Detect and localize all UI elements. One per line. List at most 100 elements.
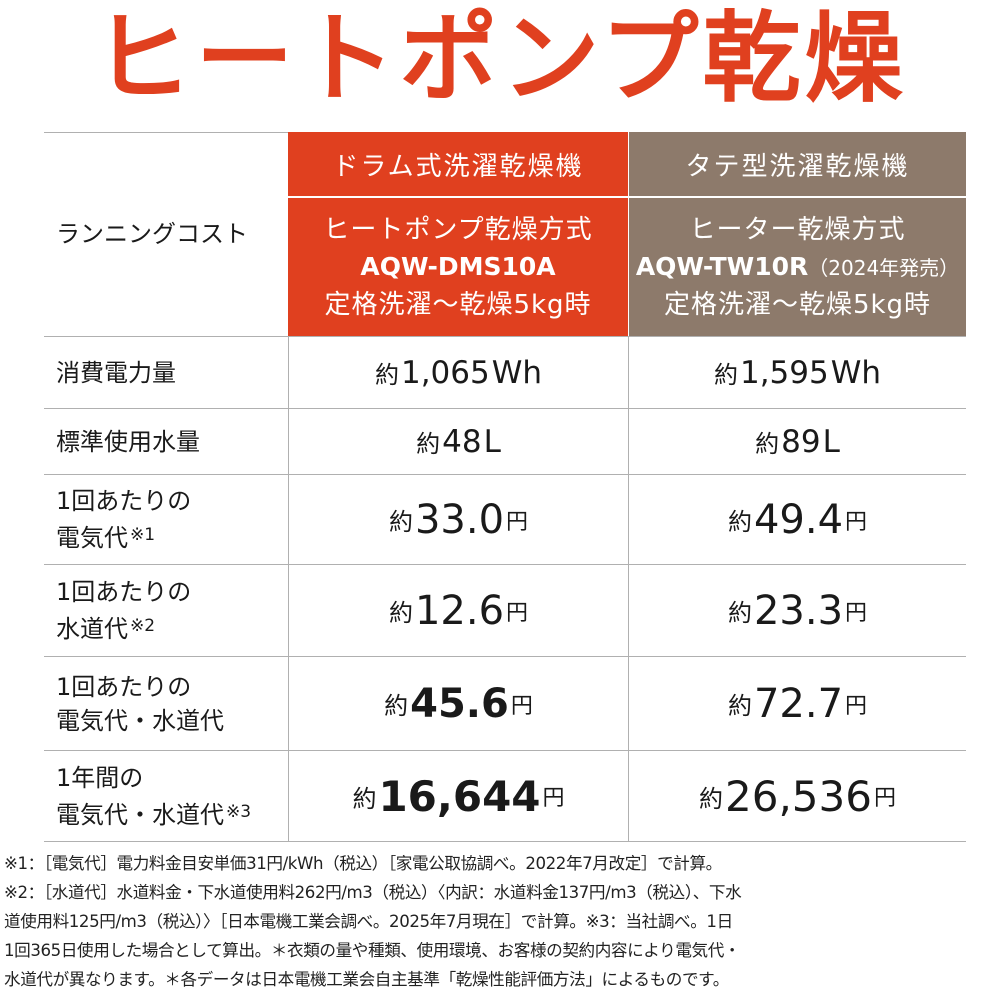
row-divider	[44, 656, 966, 657]
value-prefix: 約	[384, 692, 409, 720]
vertical-model-note: （2024年発売）	[808, 255, 960, 280]
row-label-line: 電気代 ※1	[56, 518, 288, 555]
value-cell: 約 72.7 円	[629, 657, 966, 750]
value-cell: 約 23.3 円	[629, 565, 966, 656]
footnote-line: 1回365日使用した場合として算出。＊衣類の量や種類、使用環境、お客様の契約内容…	[4, 941, 741, 960]
table-bottom-border	[44, 841, 966, 842]
value-prefix: 約	[416, 430, 441, 458]
value-prefix: 約	[727, 692, 752, 720]
row-divider	[44, 408, 966, 409]
drum-condition-label: 定格洗濯～乾燥5kg時	[324, 289, 592, 320]
value-unit: 円	[845, 693, 868, 719]
row-divider	[44, 474, 966, 475]
value-number: 1,065	[400, 354, 490, 391]
value-unit: L	[483, 423, 501, 460]
drum-type-header: ドラム式洗濯乾燥機	[288, 132, 628, 196]
footnote-marker: ※2	[130, 616, 156, 636]
vertical-condition-label: 定格洗濯～乾燥5kg時	[663, 289, 932, 320]
vertical-method-header: ヒーター乾燥方式 AQW-TW10R（2024年発売） 定格洗濯～乾燥5kg時	[629, 198, 966, 336]
column-divider	[628, 336, 629, 842]
footnote-line: 水道代が異なります。＊各データは日本電機工業会自主基準「乾燥性能評価方法」による…	[4, 970, 729, 989]
value-prefix: 約	[727, 599, 752, 627]
row-label-text: 電気代・水道代	[56, 800, 224, 829]
row-label-annual-cost: 1年間の 電気代・水道代 ※3	[44, 751, 288, 841]
value-prefix: 約	[352, 784, 377, 813]
page-title: ヒートポンプ乾燥	[93, 2, 907, 116]
value-cell: 約 48 L	[289, 409, 628, 474]
footnote-line: ※2：［水道代］水道料金・下水道使用料262円/m3（税込）〈内訳：水道料金13…	[4, 883, 742, 902]
column-divider	[288, 336, 289, 842]
value-number: 26,536	[725, 771, 872, 821]
value-prefix: 約	[713, 361, 738, 389]
value-number: 72.7	[753, 680, 844, 727]
value-unit: Wh	[491, 354, 543, 391]
value-number: 33.0	[414, 496, 505, 543]
value-cell: 約 1,065 Wh	[289, 337, 628, 408]
row-label-line: 1回あたりの	[56, 487, 192, 515]
vertical-model-code: AQW-TW10R	[635, 251, 809, 281]
row-divider	[44, 564, 966, 565]
vertical-type-label: タテ型洗濯乾燥機	[685, 151, 910, 182]
value-prefix: 約	[388, 599, 413, 627]
value-unit: 円	[506, 509, 529, 535]
table-top-border	[44, 132, 288, 133]
footnote-line: 道使用料125円/m3（税込）〉［日本電機工業会調べ。2025年7月現在］で計算…	[4, 912, 733, 931]
vertical-method-label: ヒーター乾燥方式	[689, 214, 906, 245]
vertical-model-label: AQW-TW10R（2024年発売）	[636, 249, 959, 286]
row-label-line: 1回あたりの	[56, 578, 192, 606]
row-label-text: 電気代	[56, 524, 128, 552]
drum-method-header: ヒートポンプ乾燥方式 AQW-DMS10A 定格洗濯～乾燥5kg時	[288, 198, 628, 336]
row-label-line: 電気代・水道代 ※3	[56, 795, 288, 832]
corner-label: ランニングコスト	[56, 220, 248, 248]
drum-type-label: ドラム式洗濯乾燥機	[332, 151, 584, 182]
row-label-line: 消費電力量	[56, 358, 176, 387]
row-label-line: 水道代 ※2	[56, 609, 288, 646]
footnote-marker: ※3	[226, 801, 252, 822]
vertical-type-header: タテ型洗濯乾燥機	[629, 132, 966, 196]
footnote-line: ※1：［電気代］電力料金目安単価31円/kWh（税込）［家電公取協調べ。2022…	[4, 854, 722, 873]
value-number: 23.3	[753, 587, 844, 634]
row-divider	[44, 336, 966, 337]
value-prefix: 約	[727, 508, 752, 536]
value-unit: Wh	[830, 354, 882, 391]
row-label-water-cost: 1回あたりの 水道代 ※2	[44, 565, 288, 656]
value-cell: 約 12.6 円	[289, 565, 628, 656]
value-prefix: 約	[699, 784, 723, 813]
row-label-line: 1年間の	[56, 763, 144, 792]
value-cell: 約 89 L	[629, 409, 966, 474]
row-label-power: 消費電力量	[44, 337, 288, 408]
drum-model-code: AQW-DMS10A	[360, 251, 556, 281]
value-number: 16,644	[378, 771, 541, 821]
value-unit: L	[822, 423, 840, 460]
value-cell: 約 26,536 円	[629, 751, 966, 841]
value-number: 49.4	[753, 496, 844, 543]
value-cell: 約 49.4 円	[629, 475, 966, 564]
value-prefix: 約	[755, 430, 780, 458]
value-number: 12.6	[414, 587, 505, 634]
row-label-line: 1回あたりの	[56, 672, 192, 701]
row-label-text: 水道代	[56, 615, 128, 643]
value-unit: 円	[506, 600, 529, 626]
row-label-electricity-cost: 1回あたりの 電気代 ※1	[44, 475, 288, 564]
value-number: 89	[781, 423, 821, 460]
value-unit: 円	[845, 600, 868, 626]
running-cost-table: ドラム式洗濯乾燥機 ヒートポンプ乾燥方式 AQW-DMS10A 定格洗濯～乾燥5…	[44, 132, 966, 842]
footnotes: ※1：［電気代］電力料金目安単価31円/kWh（税込）［家電公取協調べ。2022…	[4, 849, 998, 994]
drum-model-label: AQW-DMS10A	[360, 249, 555, 286]
row-label-water: 標準使用水量	[44, 409, 288, 474]
row-label-line: 電気代・水道代	[56, 706, 224, 735]
row-label-line: 標準使用水量	[56, 427, 200, 456]
value-unit: 円	[542, 786, 565, 811]
value-cell: 約 45.6 円	[289, 657, 628, 750]
footnote-marker: ※1	[130, 525, 156, 545]
value-number: 1,595	[739, 354, 829, 391]
value-unit: 円	[510, 693, 533, 719]
value-prefix: 約	[388, 508, 413, 536]
value-prefix: 約	[374, 361, 399, 389]
value-cell: 約 1,595 Wh	[629, 337, 966, 408]
value-unit: 円	[873, 786, 896, 811]
value-number: 45.6	[410, 680, 509, 727]
row-label-total-cost: 1回あたりの 電気代・水道代	[44, 657, 288, 750]
drum-method-label: ヒートポンプ乾燥方式	[323, 214, 593, 245]
value-number: 48	[442, 423, 482, 460]
